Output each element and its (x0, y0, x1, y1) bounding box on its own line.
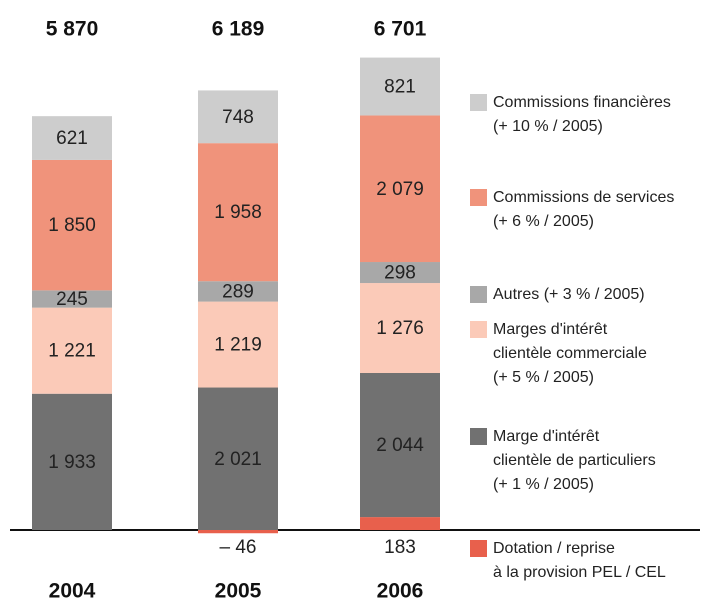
bar-segment (198, 301, 278, 388)
legend-label: Dotation / reprise à la provision PEL / … (493, 540, 666, 581)
value-label: 2 044 (376, 435, 424, 456)
legend-label: Marges d'intérêt clientèle commerciale (… (493, 321, 647, 386)
legend-swatch (470, 94, 487, 111)
value-label: 1 276 (376, 318, 424, 339)
value-label: 1 933 (48, 452, 96, 473)
value-label: 1 850 (48, 215, 96, 236)
legend-label: Commissions financières (+ 10 % / 2005) (493, 94, 671, 135)
value-label: 1 221 (48, 341, 96, 362)
total-label: 5 870 (46, 18, 99, 41)
x-tick-label: 2005 (215, 580, 262, 603)
value-label: 621 (56, 128, 88, 149)
legend-swatch (470, 286, 487, 303)
bar-segment (198, 143, 278, 282)
bar-segment (360, 262, 440, 284)
legend-item: Marges d'intérêt clientèle commerciale (… (470, 318, 700, 390)
total-label: 6 701 (374, 18, 427, 41)
bar-segment (360, 57, 440, 116)
value-label: 2 079 (376, 179, 424, 200)
legend-item: Dotation / reprise à la provision PEL / … (470, 537, 700, 585)
legend-label: Autres (+ 3 % / 2005) (493, 286, 645, 303)
bar-segment (32, 159, 112, 291)
bar-segment (32, 290, 112, 308)
legend-label: Marge d'intérêt clientèle de particulier… (493, 428, 656, 493)
value-label: 821 (384, 77, 416, 98)
value-label: 245 (56, 289, 88, 310)
legend-item: Commissions financières (+ 10 % / 2005) (470, 91, 700, 139)
bar-segment (360, 517, 440, 530)
value-label: 289 (222, 281, 254, 302)
value-label: 183 (384, 537, 416, 558)
legend-swatch (470, 189, 487, 206)
legend-item: Autres (+ 3 % / 2005) (470, 283, 700, 307)
legend-swatch (470, 540, 487, 557)
value-label: 748 (222, 107, 254, 128)
value-label: 1 219 (214, 335, 262, 356)
bar-segment (360, 115, 440, 263)
value-label: 1 958 (214, 202, 262, 223)
bar-segment (360, 372, 440, 518)
x-tick-label: 2006 (377, 580, 424, 603)
value-label: 2 021 (214, 449, 262, 470)
bar-segment (198, 530, 278, 534)
legend-item: Marge d'intérêt clientèle de particulier… (470, 425, 700, 497)
legend-swatch (470, 321, 487, 338)
bar-segment (32, 393, 112, 530)
value-label: – 46 (220, 537, 257, 558)
bar-segment (198, 90, 278, 144)
legend-swatch (470, 428, 487, 445)
value-label: 298 (384, 263, 416, 284)
bar-segment (198, 387, 278, 530)
bar-segment (360, 283, 440, 373)
bar-segment (32, 116, 112, 160)
legend-label: Commissions de services (+ 6 % / 2005) (493, 189, 675, 230)
total-label: 6 189 (212, 18, 265, 41)
legend-item: Commissions de services (+ 6 % / 2005) (470, 186, 700, 234)
bar-segment (32, 307, 112, 394)
x-tick-label: 2004 (49, 580, 96, 603)
bar-segment (198, 281, 278, 302)
